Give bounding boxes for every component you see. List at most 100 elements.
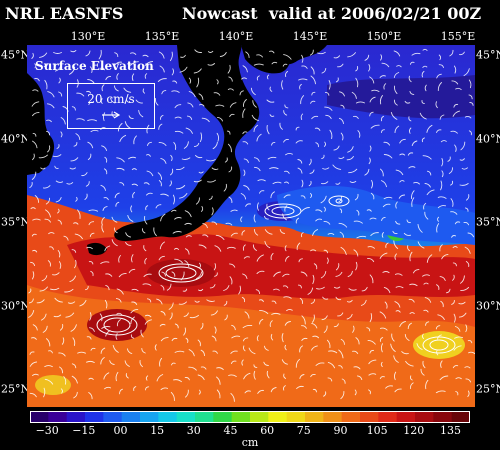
current-vector bbox=[144, 61, 154, 66]
current-vector bbox=[454, 144, 457, 152]
current-vector bbox=[227, 143, 232, 153]
current-vector bbox=[201, 117, 210, 123]
current-vector bbox=[352, 350, 359, 354]
current-vector bbox=[116, 288, 124, 295]
current-vector bbox=[467, 390, 470, 398]
current-vector bbox=[369, 76, 375, 84]
current-vector bbox=[123, 87, 132, 93]
lat-label-45-right: 45°N bbox=[476, 48, 500, 62]
current-vector bbox=[59, 323, 64, 331]
current-vector bbox=[279, 229, 285, 234]
current-vector bbox=[230, 392, 235, 402]
current-vector bbox=[242, 273, 248, 280]
current-vector bbox=[437, 205, 447, 209]
current-vector bbox=[422, 48, 428, 51]
current-vector bbox=[464, 116, 472, 119]
colorbar-swatch bbox=[176, 411, 196, 423]
current-vector bbox=[156, 298, 163, 305]
current-vector bbox=[266, 124, 270, 135]
current-vector bbox=[437, 334, 442, 340]
current-vector bbox=[196, 77, 200, 88]
current-vector bbox=[323, 325, 328, 333]
current-vector bbox=[311, 345, 318, 351]
current-vector bbox=[411, 140, 418, 147]
current-vector bbox=[131, 73, 135, 81]
current-vector bbox=[440, 360, 443, 368]
current-vector bbox=[465, 324, 468, 333]
title-row: NRL EASNFS Nowcast valid at 2006/02/21 0… bbox=[0, 4, 500, 28]
current-vector bbox=[424, 297, 432, 303]
current-vector bbox=[188, 77, 192, 84]
current-vector bbox=[349, 180, 357, 183]
map-panel[interactable]: Surface Elevation 20 cm/s bbox=[27, 45, 475, 407]
current-vector bbox=[254, 229, 259, 236]
current-vector bbox=[417, 241, 425, 249]
current-vector bbox=[452, 274, 455, 281]
colorbar-tick-label: 75 bbox=[296, 424, 311, 437]
current-vector bbox=[71, 375, 78, 384]
current-vector bbox=[439, 375, 449, 381]
current-vector bbox=[86, 360, 95, 363]
vector-scale-legend: 20 cm/s bbox=[67, 83, 155, 129]
current-vector bbox=[34, 77, 40, 82]
lat-label-30-left: 30°N bbox=[1, 299, 31, 313]
current-vector bbox=[281, 333, 284, 343]
current-vector bbox=[381, 232, 384, 238]
current-vector bbox=[110, 97, 116, 104]
current-vector bbox=[142, 88, 146, 94]
current-vector bbox=[423, 309, 429, 313]
current-vector bbox=[315, 142, 319, 148]
current-vector bbox=[348, 168, 358, 174]
current-vector bbox=[253, 214, 256, 223]
current-vector bbox=[185, 337, 189, 343]
current-vector bbox=[88, 261, 94, 265]
current-vector bbox=[116, 73, 119, 80]
current-vector bbox=[48, 350, 53, 354]
current-vector bbox=[214, 245, 222, 252]
current-vector bbox=[464, 366, 471, 369]
current-vector bbox=[131, 183, 138, 187]
current-vector bbox=[212, 350, 218, 354]
current-vector bbox=[105, 76, 111, 81]
current-vector bbox=[88, 377, 94, 380]
current-vector bbox=[285, 153, 293, 156]
current-vector bbox=[408, 75, 412, 83]
current-vector bbox=[158, 180, 162, 187]
current-vector bbox=[354, 193, 359, 201]
current-vector bbox=[267, 156, 277, 160]
current-vector bbox=[173, 247, 180, 250]
current-vector bbox=[46, 119, 52, 123]
current-vector bbox=[394, 301, 401, 308]
current-vector bbox=[465, 378, 472, 383]
current-vector bbox=[284, 181, 290, 184]
current-vector bbox=[409, 61, 415, 65]
current-vector bbox=[228, 166, 233, 173]
current-vector bbox=[409, 251, 413, 262]
current-vector bbox=[327, 361, 336, 369]
current-vector bbox=[100, 357, 105, 365]
current-vector bbox=[335, 182, 341, 185]
current-vector bbox=[55, 197, 62, 203]
current-vector bbox=[422, 274, 430, 277]
current-vector bbox=[89, 312, 92, 321]
current-vector bbox=[409, 283, 418, 287]
current-vector bbox=[333, 286, 341, 289]
current-vector bbox=[323, 391, 327, 397]
current-vector bbox=[43, 387, 46, 398]
jeju-island bbox=[87, 242, 107, 256]
current-vector bbox=[242, 65, 248, 73]
current-vector bbox=[300, 195, 306, 199]
vector-scale-arrow-icon bbox=[102, 111, 121, 119]
current-vector bbox=[321, 67, 327, 74]
current-vector bbox=[243, 185, 250, 191]
current-vector bbox=[369, 274, 374, 284]
colorbar-swatch bbox=[415, 411, 434, 423]
colorbar-swatch bbox=[66, 411, 86, 423]
current-vector bbox=[180, 54, 186, 58]
current-vector bbox=[160, 114, 164, 120]
current-vector bbox=[202, 234, 209, 238]
current-vector bbox=[407, 322, 412, 330]
current-vector bbox=[70, 324, 77, 332]
current-vector bbox=[86, 336, 92, 340]
current-vector bbox=[450, 198, 454, 207]
